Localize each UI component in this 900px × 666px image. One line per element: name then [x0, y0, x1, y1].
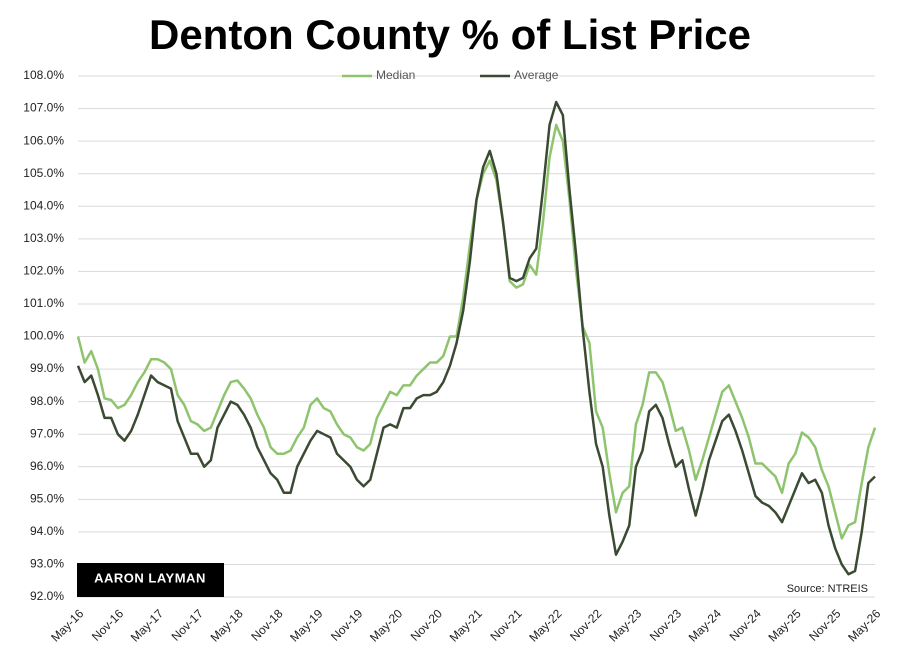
x-tick-label: Nov-20 [408, 606, 445, 643]
y-tick-label: 93.0% [30, 557, 64, 571]
x-tick-label: May-17 [128, 606, 166, 644]
y-tick-label: 108.0% [23, 68, 64, 82]
y-tick-label: 98.0% [30, 394, 64, 408]
x-tick-label: Nov-24 [727, 606, 764, 643]
x-tick-label: May-23 [606, 606, 644, 644]
logo: AARON LAYMAN [94, 570, 206, 585]
y-tick-label: 96.0% [30, 459, 64, 473]
legend-label: Median [376, 68, 415, 82]
y-tick-label: 104.0% [23, 198, 64, 212]
x-tick-label: May-24 [686, 606, 724, 644]
x-tick-label: May-26 [845, 606, 883, 644]
chart-title: Denton County % of List Price [149, 11, 751, 58]
x-tick-label: Nov-19 [328, 606, 365, 643]
y-tick-label: 99.0% [30, 361, 64, 375]
x-tick-label: Nov-18 [248, 606, 285, 643]
y-tick-label: 95.0% [30, 491, 64, 505]
x-tick-label: Nov-21 [487, 606, 524, 643]
x-tick-label: May-21 [447, 606, 485, 644]
logo-box [77, 563, 224, 597]
x-tick-label: Nov-22 [567, 606, 604, 643]
x-tick-label: May-20 [367, 606, 405, 644]
source-note: Source: NTREIS [787, 583, 868, 595]
y-tick-label: 106.0% [23, 133, 64, 147]
x-tick-label: May-16 [48, 606, 86, 644]
y-tick-label: 101.0% [23, 296, 64, 310]
x-tick-label: May-25 [765, 606, 803, 644]
y-tick-label: 94.0% [30, 524, 64, 538]
y-tick-label: 92.0% [30, 589, 64, 603]
x-tick-label: Nov-17 [169, 606, 206, 643]
series-line [76, 100, 876, 576]
y-tick-label: 105.0% [23, 166, 64, 180]
series-line [76, 123, 877, 540]
x-tick-label: May-22 [526, 606, 564, 644]
y-tick-label: 97.0% [30, 426, 64, 440]
y-tick-label: 107.0% [23, 101, 64, 115]
x-tick-label: Nov-25 [806, 606, 843, 643]
y-tick-label: 102.0% [23, 264, 64, 278]
legend-label: Average [514, 68, 559, 82]
x-tick-label: Nov-23 [647, 606, 684, 643]
x-tick-label: May-19 [287, 606, 325, 644]
x-tick-label: May-18 [208, 606, 246, 644]
y-tick-label: 100.0% [23, 329, 64, 343]
x-tick-label: Nov-16 [89, 606, 126, 643]
y-tick-label: 103.0% [23, 231, 64, 245]
